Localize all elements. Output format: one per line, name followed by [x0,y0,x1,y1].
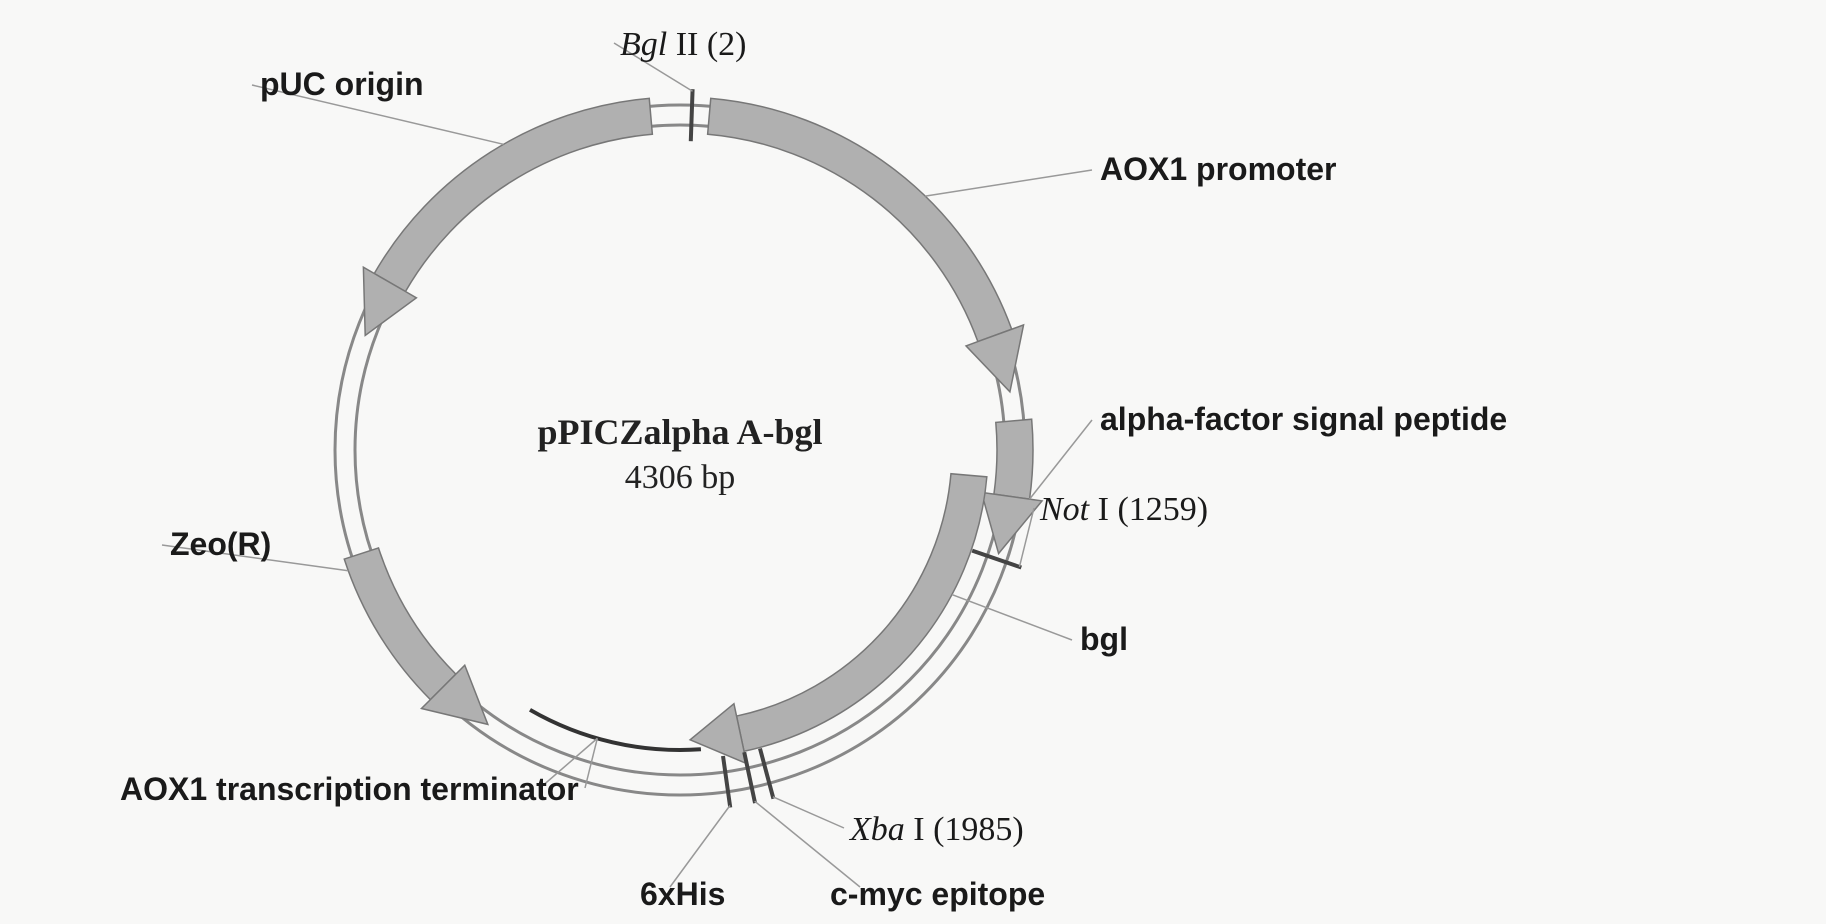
6xhis-label: 6xHis [640,876,725,912]
plasmid-map: AOX1 promoter alpha-factor signal peptide… [0,0,1826,924]
zeo-r-label: Zeo(R) [170,526,271,562]
plasmid-size: 4306 bp [625,459,736,496]
not1-tick [972,551,1021,568]
plasmid-name: pPICZalpha A-bgl [537,412,822,452]
aox1-promoter-body [708,98,1012,341]
xba1-leader [773,797,844,828]
not1-label: Not I (1259) [1039,491,1208,528]
xba1-tick [760,748,773,798]
bgl-leader [952,595,1072,640]
aox1-promoter-label: AOX1 promoter [1100,151,1336,187]
6xhis-leader [670,806,730,887]
puc-origin-body [374,98,652,291]
zeo-r-body [344,548,456,700]
cmyc-label: c-myc epitope [830,876,1045,912]
aox1-terminator-label: AOX1 transcription terminator [120,771,579,807]
bgl-body [737,474,987,752]
cmyc-leader [755,801,860,887]
cmyc-tick [744,752,755,803]
aox1-promoter-leader [925,170,1092,196]
bgl2-tick [691,89,693,141]
bgl-arrowhead [690,704,747,764]
alpha-factor-leader [1030,420,1092,499]
bgl-label: bgl [1080,621,1128,657]
aox1-terminator [530,710,701,750]
puc-origin-label: pUC origin [260,66,424,102]
alpha-factor-label: alpha-factor signal peptide [1100,401,1507,437]
alpha-factor-body [994,419,1033,499]
6xhis-tick [723,756,730,807]
xba1-label: Xba I (1985) [848,811,1024,848]
bgl2-label: Bgl II (2) [620,26,747,63]
